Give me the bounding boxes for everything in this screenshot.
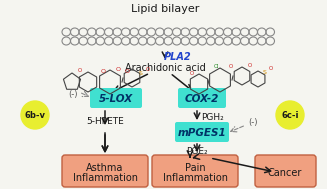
- Text: (-): (-): [68, 90, 78, 98]
- Text: Arachidonic acid: Arachidonic acid: [125, 63, 205, 73]
- Text: COX-2: COX-2: [185, 94, 219, 104]
- Text: Inflammation: Inflammation: [163, 173, 228, 183]
- Text: O: O: [100, 69, 106, 74]
- Text: O: O: [115, 67, 121, 72]
- Text: O: O: [190, 71, 194, 76]
- Text: 6c-i: 6c-i: [281, 111, 299, 119]
- FancyBboxPatch shape: [62, 155, 148, 187]
- Text: O: O: [125, 69, 129, 74]
- Text: PGH₂: PGH₂: [202, 112, 224, 122]
- Text: Cancer: Cancer: [268, 168, 302, 178]
- Text: Pain: Pain: [185, 163, 205, 173]
- Text: O: O: [78, 68, 82, 73]
- Text: O: O: [229, 64, 233, 69]
- Circle shape: [276, 101, 304, 129]
- Text: S: S: [263, 70, 267, 75]
- FancyBboxPatch shape: [178, 88, 226, 108]
- Text: O: O: [146, 67, 150, 72]
- Text: 5-HPETE: 5-HPETE: [86, 118, 124, 126]
- Text: O: O: [248, 63, 252, 68]
- Text: O: O: [269, 66, 273, 71]
- FancyBboxPatch shape: [90, 88, 142, 108]
- FancyBboxPatch shape: [175, 122, 229, 142]
- Text: Cl: Cl: [214, 64, 219, 69]
- Text: PLA2: PLA2: [164, 52, 192, 62]
- Circle shape: [21, 101, 49, 129]
- Text: 6b-v: 6b-v: [25, 111, 45, 119]
- FancyBboxPatch shape: [255, 155, 316, 187]
- Text: 5-LOX: 5-LOX: [99, 94, 133, 104]
- FancyBboxPatch shape: [152, 155, 238, 187]
- Text: Asthma: Asthma: [86, 163, 124, 173]
- Text: S: S: [139, 71, 143, 76]
- Text: (-): (-): [248, 118, 258, 126]
- Text: Lipid bilayer: Lipid bilayer: [131, 4, 199, 14]
- Text: Inflammation: Inflammation: [73, 173, 137, 183]
- Text: PGE₂: PGE₂: [186, 146, 208, 156]
- Text: mPGES1: mPGES1: [178, 128, 226, 138]
